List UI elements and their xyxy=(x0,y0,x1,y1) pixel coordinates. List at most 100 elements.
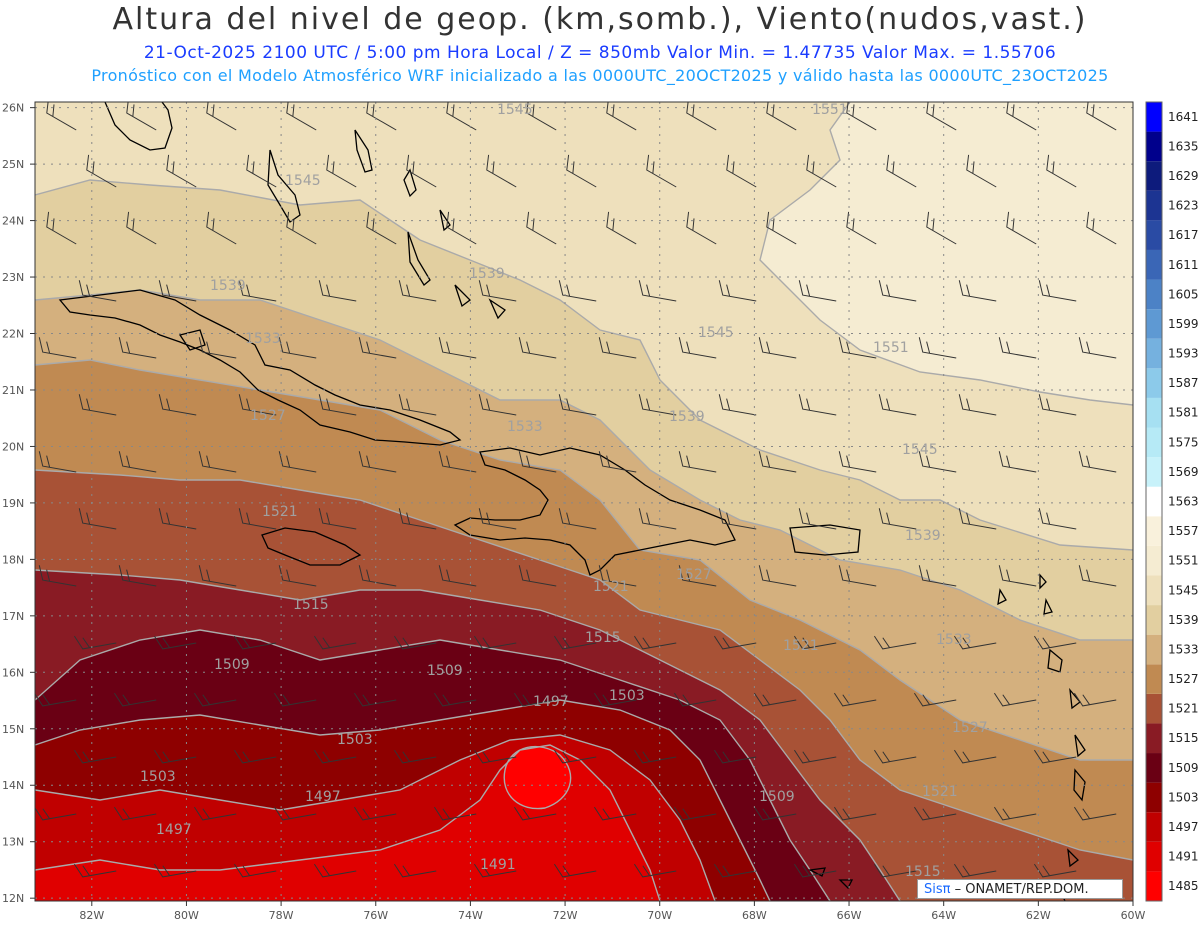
contour-label: 1533 xyxy=(936,632,972,648)
wind-barb xyxy=(793,749,837,764)
lat-tick-label: 12N xyxy=(2,892,24,905)
colorbar-swatch xyxy=(1146,782,1162,813)
lat-tick-label: 15N xyxy=(2,723,24,736)
wind-barb xyxy=(78,508,117,530)
colorbar-label: 1635 xyxy=(1168,139,1199,153)
colorbar-swatch xyxy=(1146,427,1162,458)
wind-barb xyxy=(1033,863,1077,878)
wind-barb xyxy=(606,102,637,131)
contour-label: 1521 xyxy=(262,504,298,520)
wind-barb xyxy=(438,565,477,587)
colorbar-swatch xyxy=(1146,753,1162,783)
contour-label: 1545 xyxy=(285,173,321,189)
wind-barb xyxy=(793,635,837,650)
wind-barb xyxy=(726,154,757,188)
wind-barb xyxy=(958,280,997,302)
lat-lon-grid xyxy=(35,102,1133,901)
wind-barb xyxy=(393,749,437,764)
wind-barb xyxy=(113,692,157,707)
wind-barb xyxy=(1038,280,1077,302)
wind-barb xyxy=(678,337,717,359)
colorbar-label: 1509 xyxy=(1168,761,1199,775)
wind-barb xyxy=(798,394,837,416)
colorbar-label: 1641 xyxy=(1168,110,1199,124)
colorbar-swatch xyxy=(1146,220,1162,250)
coastlines xyxy=(58,102,1086,901)
wind-barb xyxy=(958,394,997,416)
wind-barb xyxy=(353,806,397,821)
colorbar-swatch xyxy=(1146,575,1162,606)
contour-label: 1545 xyxy=(902,442,938,458)
contour-labels: 1545 1551 1545 1539 1539 1533 1545 1551 … xyxy=(140,102,988,880)
longitude-axis: 82W 80W 78W 76W 74W 72W 70W 68W 66W 64W 62W 60W xyxy=(79,901,1146,922)
wind-barb xyxy=(153,635,197,650)
contour-label: 1551 xyxy=(873,340,909,356)
contour-label: 1497 xyxy=(305,789,341,805)
contour-label: 1551 xyxy=(812,102,848,118)
colorbar-label: 1551 xyxy=(1168,554,1199,568)
wind-barb xyxy=(278,337,317,359)
wind-barb xyxy=(166,154,197,188)
wind-barb xyxy=(206,102,237,131)
wind-barb xyxy=(913,806,957,821)
wind-barb xyxy=(1073,806,1117,821)
wind-barb xyxy=(558,508,597,530)
colorbar-label: 1521 xyxy=(1168,702,1199,716)
colorbar-label: 1563 xyxy=(1168,495,1199,509)
wind-barb xyxy=(513,806,557,821)
lat-tick-label: 19N xyxy=(2,497,24,510)
wind-barb xyxy=(993,806,1037,821)
wind-barb xyxy=(633,635,677,650)
wind-barb xyxy=(873,635,917,650)
wind-barb xyxy=(918,451,957,473)
credit-text: – ONAMET/REP.DOM. xyxy=(950,882,1089,897)
wind-barb xyxy=(233,749,277,764)
colorbar-label: 1605 xyxy=(1168,287,1199,301)
colorbar-label: 1527 xyxy=(1168,672,1199,686)
wind-barb xyxy=(393,863,437,878)
wind-barb xyxy=(1078,565,1117,587)
wind-barb xyxy=(486,154,517,188)
wind-barb xyxy=(38,337,77,359)
wind-barb xyxy=(886,154,917,188)
wind-barb xyxy=(566,154,597,188)
lat-tick-label: 25N xyxy=(2,158,24,171)
colorbar-frame xyxy=(1145,101,1163,902)
colorbar-swatch xyxy=(1146,605,1162,635)
wind-barb xyxy=(286,102,317,131)
colorbar-label: 1545 xyxy=(1168,583,1199,597)
wind-barb xyxy=(233,863,277,878)
credit-box: Sisπ – ONAMET/REP.DOM. xyxy=(917,879,1123,899)
wind-barb xyxy=(753,692,797,707)
lat-tick-label: 16N xyxy=(2,666,24,679)
contour-label: 1545 xyxy=(497,102,533,118)
wind-barb xyxy=(553,635,597,650)
wind-barb xyxy=(358,337,397,359)
wind-barb xyxy=(758,451,797,473)
contour-label: 1539 xyxy=(905,528,941,544)
colorbar-swatch xyxy=(1146,664,1162,694)
wind-barb xyxy=(1073,692,1117,707)
wind-barb xyxy=(713,635,757,650)
wind-barb xyxy=(753,806,797,821)
lon-tick-label: 64W xyxy=(931,909,956,922)
wind-barb xyxy=(673,692,717,707)
wind-barb xyxy=(558,394,597,416)
wind-barb xyxy=(286,211,317,245)
wind-barb xyxy=(638,508,677,530)
subtitle-model-run: Pronóstico con el Modelo Atmosférico WRF… xyxy=(91,66,1109,85)
wind-barb xyxy=(606,211,637,245)
colorbar-label: 1515 xyxy=(1168,731,1199,745)
wind-barb xyxy=(273,806,317,821)
wind-barb xyxy=(46,102,77,131)
lat-tick-label: 22N xyxy=(2,328,24,341)
lon-tick-label: 74W xyxy=(458,909,483,922)
contour-label: 1515 xyxy=(293,597,329,613)
wind-barb xyxy=(358,565,397,587)
wind-barb xyxy=(35,692,77,707)
wind-barb xyxy=(518,451,557,473)
contour-label: 1509 xyxy=(759,789,795,805)
lon-tick-label: 76W xyxy=(363,909,388,922)
colorbar-label: 1503 xyxy=(1168,790,1199,804)
wind-barb xyxy=(238,394,277,416)
